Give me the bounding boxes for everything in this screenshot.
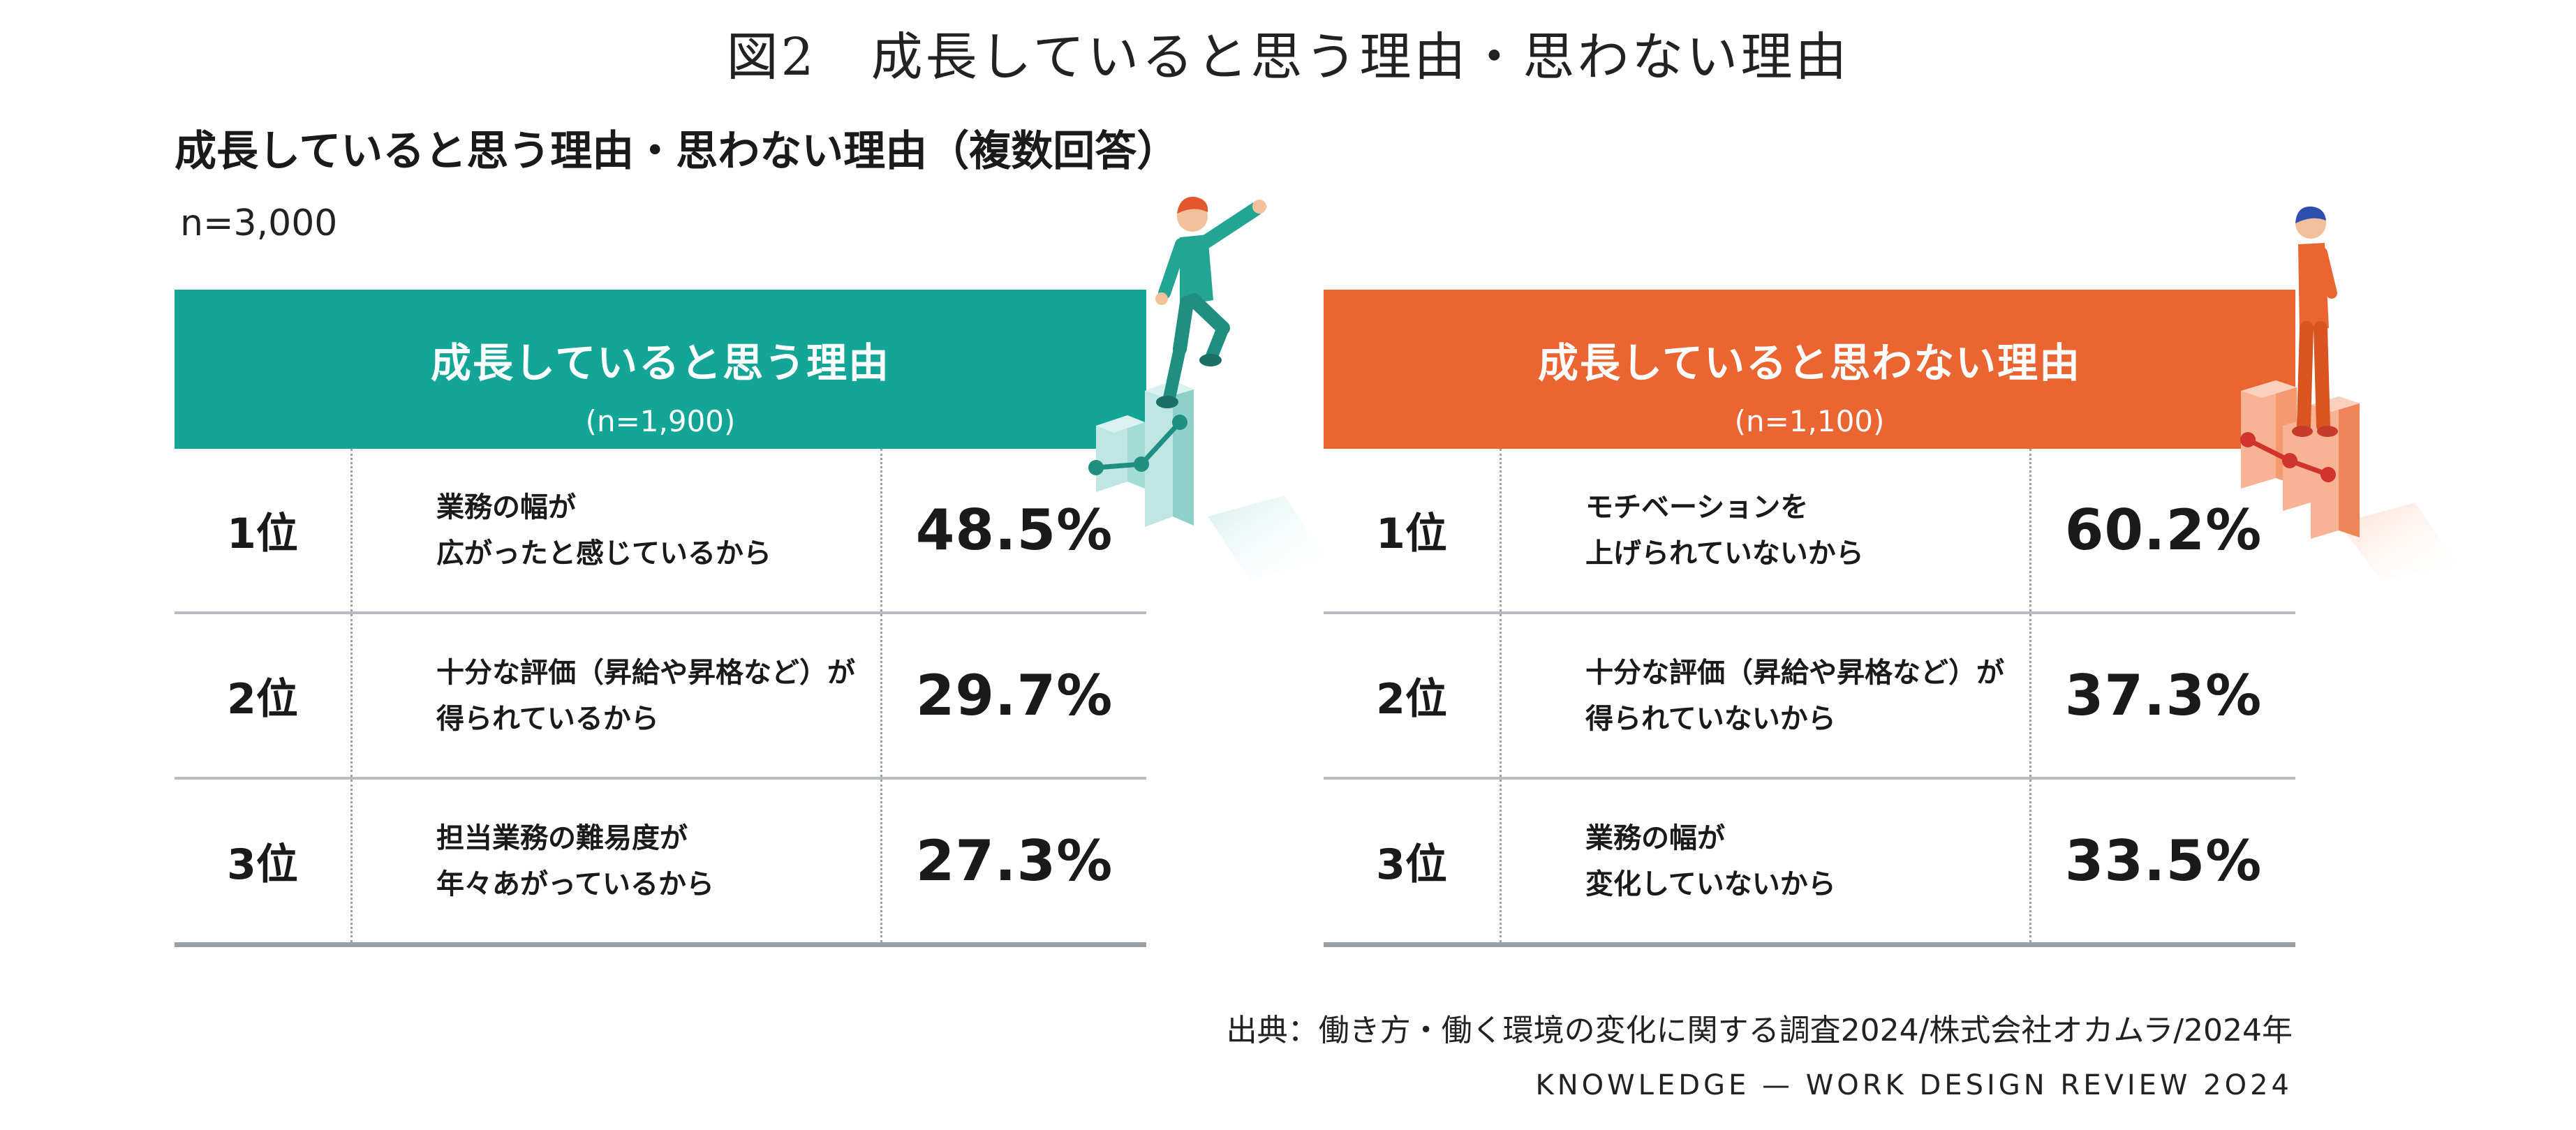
- table-row: 2位 十分な評価（昇給や昇格など）が 得られているから 29.7%: [175, 614, 1146, 780]
- reason-line-1: モチベーションを: [1585, 491, 1809, 523]
- rank-label: 2位: [1376, 675, 1447, 724]
- brand-footer: KNOWLEDGE — WORK DESIGN REVIEW 2O24: [1535, 1069, 2293, 1101]
- table-row: 1位 業務の幅が 広がったと感じているから 48.5%: [175, 449, 1146, 614]
- rank-label: 3位: [1376, 840, 1447, 889]
- percentage-value: 33.5%: [2064, 828, 2263, 893]
- table-row: 2位 十分な評価（昇給や昇格など）が 得られていないから 37.3%: [1324, 614, 2295, 780]
- table-row: 1位 モチベーションを 上げられていないから 60.2%: [1324, 449, 2295, 614]
- reason-line-1: 業務の幅が: [1585, 822, 1725, 854]
- panel-not-growing: 成長していると思わない理由 (n=1,100) 1位 モチベーションを 上げられ…: [1324, 290, 2295, 947]
- reason-text: モチベーションを 上げられていないから: [1500, 449, 2031, 611]
- panel-growing-header: 成長していると思う理由 (n=1,900): [175, 290, 1146, 449]
- rank-label: 3位: [227, 840, 298, 889]
- reason-text: 業務の幅が 変化していないから: [1500, 780, 2031, 942]
- reason-text: 担当業務の難易度が 年々あがっているから: [350, 780, 882, 942]
- reason-line-1: 担当業務の難易度が: [436, 822, 688, 854]
- reason-line-2: 得られていないから: [1585, 702, 1836, 735]
- reason-line-1: 十分な評価（昇給や昇格など）が: [1585, 656, 2004, 689]
- percentage-value: 27.3%: [915, 828, 1113, 893]
- percentage-value: 37.3%: [2064, 663, 2263, 728]
- standing-person-illustration: [2240, 206, 2457, 579]
- rank-label: 2位: [227, 675, 298, 724]
- panel-not-growing-title: 成長していると思わない理由: [1537, 339, 2082, 387]
- reason-line-1: 業務の幅が: [436, 491, 576, 523]
- reason-text: 十分な評価（昇給や昇格など）が 得られているから: [350, 614, 882, 777]
- reason-text: 業務の幅が 広がったと感じているから: [350, 449, 882, 611]
- reason-line-2: 年々あがっているから: [436, 868, 714, 900]
- percentage-value: 48.5%: [915, 498, 1113, 563]
- reason-text: 十分な評価（昇給や昇格など）が 得られていないから: [1500, 614, 2031, 777]
- reason-line-2: 得られているから: [436, 702, 659, 735]
- table-row: 3位 担当業務の難易度が 年々あがっているから 27.3%: [175, 780, 1146, 947]
- panel-growing: 成長していると思う理由 (n=1,900) 1位 業務の幅が 広がったと感じてい…: [175, 290, 1146, 947]
- rank-label: 1位: [1376, 510, 1447, 558]
- table-row: 3位 業務の幅が 変化していないから 33.5%: [1324, 780, 2295, 947]
- panel-not-growing-n: (n=1,100): [1734, 404, 1885, 438]
- figure-title: 図2 成長していると思う理由・思わない理由: [726, 27, 1850, 87]
- reason-line-2: 広がったと感じているから: [436, 537, 771, 570]
- chart-title: 成長していると思う理由・思わない理由（複数回答）: [175, 127, 1179, 176]
- climbing-person-illustration: [1088, 196, 1326, 579]
- total-sample-size: n=3,000: [180, 202, 338, 244]
- panel-not-growing-header: 成長していると思わない理由 (n=1,100): [1324, 290, 2295, 449]
- rank-label: 1位: [227, 510, 298, 558]
- panel-growing-title: 成長していると思う理由: [430, 339, 891, 387]
- reason-line-1: 十分な評価（昇給や昇格など）が: [436, 656, 855, 689]
- source-note: 出典：働き方・働く環境の変化に関する調査2024/株式会社オカムラ/2024年: [1226, 1013, 2293, 1048]
- panel-growing-n: (n=1,900): [585, 404, 736, 438]
- percentage-value: 60.2%: [2064, 498, 2263, 563]
- reason-line-2: 変化していないから: [1585, 868, 1836, 900]
- reason-line-2: 上げられていないから: [1585, 537, 1864, 570]
- percentage-value: 29.7%: [915, 663, 1113, 728]
